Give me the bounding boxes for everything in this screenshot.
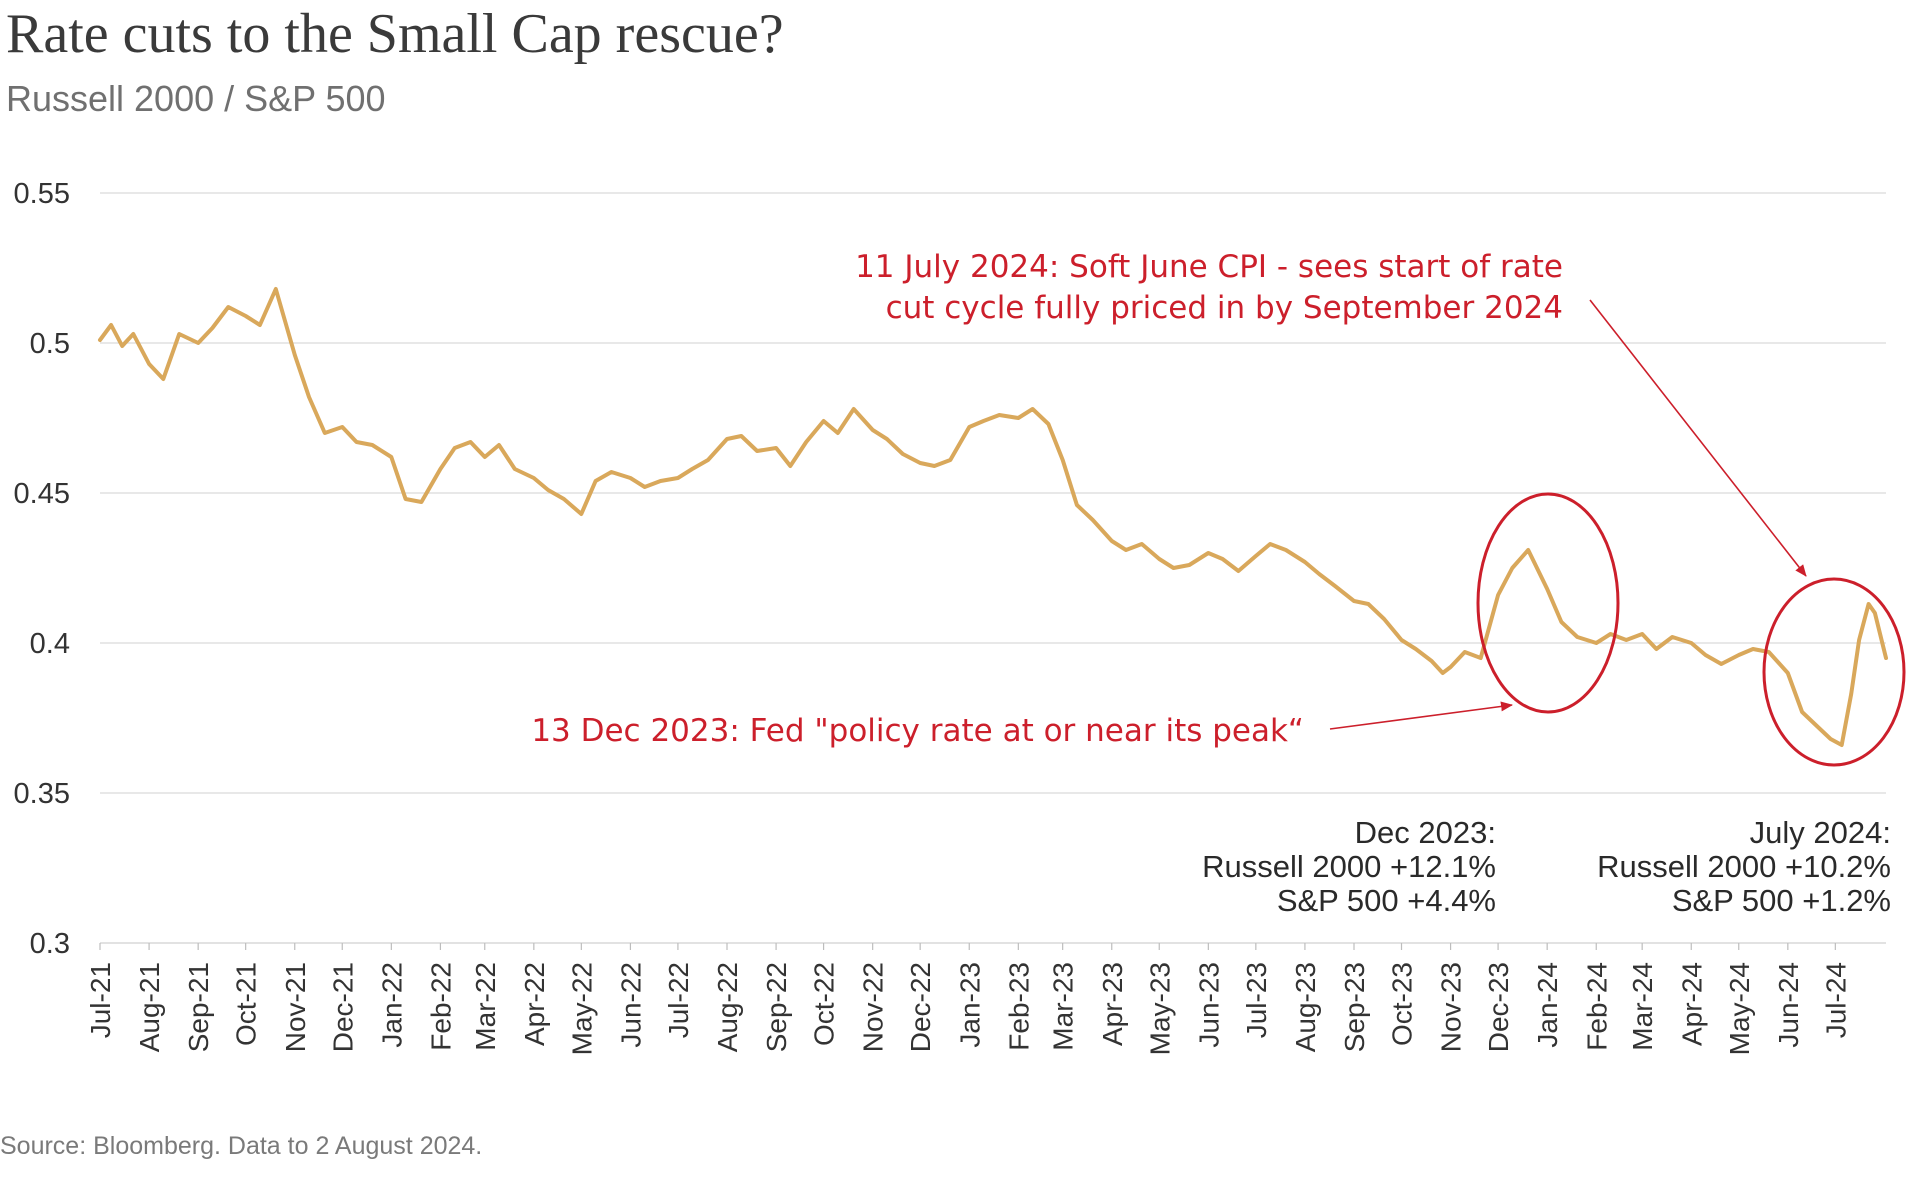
x-tick-label: Jun-24: [1773, 962, 1804, 1048]
x-tick-label: Mar-22: [470, 962, 501, 1051]
x-tick-label: May-23: [1144, 962, 1175, 1055]
y-tick-label: 0.55: [14, 178, 70, 210]
july2024-note-line1: 11 July 2024: Soft June CPI - sees start…: [855, 249, 1563, 285]
x-tick-label: Jul-24: [1820, 962, 1851, 1038]
x-tick-label: Mar-24: [1627, 962, 1658, 1051]
x-tick-label: Apr-22: [519, 962, 550, 1046]
x-tick-label: Nov-21: [280, 962, 311, 1052]
x-tick-label: Aug-23: [1290, 962, 1321, 1052]
chart-subtitle: Russell 2000 / S&P 500: [6, 78, 386, 119]
x-tick-label: Oct-21: [231, 962, 262, 1046]
x-tick-label: Dec-21: [327, 962, 358, 1052]
x-tick-label: Apr-24: [1676, 962, 1707, 1046]
x-tick-label: Apr-23: [1097, 962, 1128, 1046]
x-tick-label: Feb-23: [1003, 962, 1034, 1051]
series-line: [98, 287, 1888, 747]
y-tick-label: 0.3: [30, 928, 70, 960]
x-tick-label: Aug-22: [712, 962, 743, 1052]
dec2023-note: 13 Dec 2023: Fed "policy rate at or near…: [531, 713, 1304, 749]
x-tick-label: Nov-22: [858, 962, 889, 1052]
x-tick-label: Jun-23: [1193, 962, 1224, 1048]
july2024-stats-russell: Russell 2000 +10.2%: [1597, 849, 1891, 884]
x-tick-label: Nov-23: [1436, 962, 1467, 1052]
dec2023-stats-heading: Dec 2023:: [1355, 815, 1496, 850]
x-tick-label: Aug-21: [134, 962, 165, 1052]
x-tick-label: Jun-22: [615, 962, 646, 1048]
x-tick-label: Sep-22: [761, 962, 792, 1052]
y-tick-label: 0.35: [14, 778, 70, 810]
series-layer: [98, 287, 1888, 747]
x-tick-label: Feb-24: [1581, 962, 1612, 1051]
y-axis: 0.55 0.5 0.45 0.4 0.35 0.3: [14, 178, 70, 960]
source-note: Source: Bloomberg. Data to 2 August 2024…: [0, 1132, 483, 1160]
dec2023-stats-sp500: S&P 500 +4.4%: [1277, 883, 1496, 918]
x-tick-label: Jul-23: [1241, 962, 1272, 1038]
july2024-highlight-circle: [1762, 577, 1906, 767]
dec2023-stats-russell: Russell 2000 +12.1%: [1202, 849, 1496, 884]
x-tick-label: May-24: [1724, 962, 1755, 1055]
x-tick-label: Mar-23: [1048, 962, 1079, 1051]
x-tick-label: Oct-23: [1387, 962, 1418, 1046]
gridlines: [100, 192, 1886, 794]
july2024-stats-heading: July 2024:: [1750, 815, 1891, 850]
x-tick-label: Jan-22: [376, 962, 407, 1048]
x-tick-label: Dec-23: [1483, 962, 1514, 1052]
dec2023-highlight-circle: [1476, 492, 1620, 714]
july2024-note-line2: cut cycle fully priced in by September 2…: [886, 290, 1563, 326]
y-tick-label: 0.4: [30, 628, 70, 660]
x-tick-label: Sep-23: [1339, 962, 1370, 1052]
x-tick-label: Jul-22: [663, 962, 694, 1038]
x-tick-label: Sep-21: [183, 962, 214, 1052]
y-tick-label: 0.45: [14, 478, 70, 510]
july2024-stats-sp500: S&P 500 +1.2%: [1672, 883, 1891, 918]
x-tick-label: Dec-22: [905, 962, 936, 1052]
y-tick-label: 0.5: [30, 328, 70, 360]
chart-title: Rate cuts to the Small Cap rescue?: [6, 3, 784, 65]
x-tick-label: Jan-23: [954, 962, 985, 1048]
x-axis: Jul-21 Aug-21 Sep-21 Oct-21 Nov-21 Dec-21 Jan-…: [85, 942, 1886, 1055]
x-tick-label: Oct-22: [809, 962, 840, 1046]
july2024-arrow: [1589, 299, 1807, 577]
dec2023-arrow: [1329, 701, 1513, 730]
x-tick-label: Jul-21: [85, 962, 116, 1038]
x-tick-label: May-22: [566, 962, 597, 1055]
x-tick-label: Feb-22: [425, 962, 456, 1051]
x-tick-label: Jan-24: [1532, 962, 1563, 1048]
